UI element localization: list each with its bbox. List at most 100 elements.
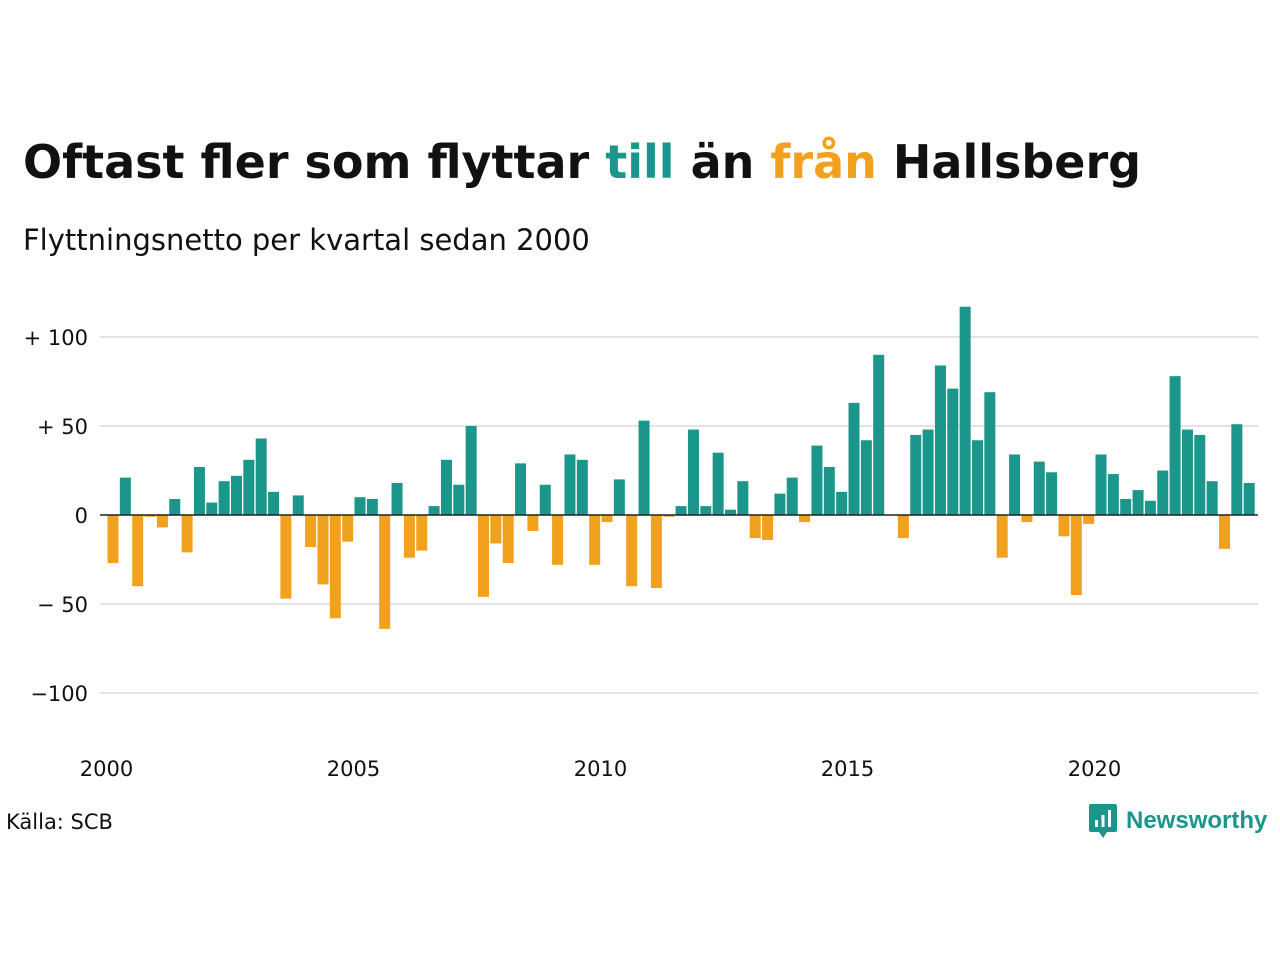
bar (1157, 470, 1169, 515)
bar (626, 515, 638, 587)
bar (737, 481, 749, 515)
bar (440, 459, 452, 515)
bar (1095, 454, 1107, 515)
bar (972, 440, 983, 515)
y-tick-label: −100 (30, 682, 88, 706)
bar (984, 392, 996, 515)
bar (181, 515, 193, 553)
bar (848, 402, 860, 515)
bar (552, 515, 564, 565)
source-note: Källa: SCB (6, 810, 113, 834)
bar (799, 515, 811, 523)
title-highlight-till: till (605, 135, 675, 189)
bar (391, 482, 403, 515)
bar (762, 515, 774, 540)
bar (403, 515, 415, 558)
bar (1206, 481, 1218, 515)
bar (317, 515, 329, 585)
bar (305, 515, 317, 548)
bar (132, 515, 144, 587)
bar (478, 515, 489, 597)
bar (453, 484, 465, 515)
bar (1033, 461, 1045, 515)
bar (1009, 454, 1021, 515)
bar (193, 466, 205, 515)
bar (786, 477, 798, 515)
bar (292, 495, 304, 515)
bar (1083, 515, 1095, 524)
bar (428, 506, 440, 515)
bar (1132, 490, 1144, 515)
bar (1070, 515, 1082, 596)
bar (354, 497, 366, 515)
bar (515, 463, 527, 515)
bar (1058, 515, 1070, 537)
x-tick-label: 2010 (574, 757, 627, 781)
title-part-3: Hallsberg (876, 135, 1142, 189)
bar (687, 429, 699, 515)
bar (589, 515, 601, 565)
bar (156, 515, 168, 528)
bar (910, 434, 922, 515)
title-part-2: än (674, 135, 771, 189)
newsworthy-logo: Newsworthy (1088, 803, 1267, 839)
bar (1243, 482, 1255, 515)
bar (996, 515, 1008, 558)
bar (119, 477, 131, 515)
bar (379, 515, 391, 629)
bar (638, 420, 650, 515)
gridlines (100, 336, 1258, 694)
bar (836, 491, 848, 515)
bar (280, 515, 292, 599)
bar (576, 459, 588, 515)
bar (811, 445, 823, 515)
chart-title: Oftast fler som flyttar till än från Hal… (23, 132, 1141, 192)
bar (564, 454, 576, 515)
x-tick-label: 2000 (80, 757, 133, 781)
bar (231, 475, 242, 515)
bars (107, 306, 1255, 629)
bar (1144, 500, 1156, 515)
bar (1194, 434, 1206, 515)
newsworthy-logo-text: Newsworthy (1126, 807, 1268, 834)
title-highlight-fran: från (770, 135, 877, 189)
bar (897, 515, 909, 539)
bar (774, 493, 786, 515)
bar (1120, 498, 1132, 515)
bar (663, 515, 675, 517)
bar (712, 452, 724, 515)
bar (1231, 424, 1243, 515)
title-part-1: Oftast fler som flyttar (23, 135, 606, 189)
bar (613, 479, 625, 515)
bar (107, 515, 119, 564)
bar (1046, 472, 1058, 515)
bar (243, 459, 255, 515)
bar (342, 515, 354, 542)
bar (860, 440, 872, 515)
bar (1021, 515, 1033, 523)
bar (490, 515, 502, 544)
bar (527, 515, 539, 532)
x-tick-label: 2015 (821, 757, 874, 781)
bar (1107, 474, 1119, 515)
bar (700, 506, 712, 515)
bar (650, 515, 662, 588)
y-axis-tick-labels: + 100 + 50 0 − 50 −100 (24, 326, 88, 706)
bar (1219, 515, 1230, 549)
bar (873, 354, 885, 515)
bar (329, 515, 341, 619)
y-tick-label: + 100 (24, 326, 88, 350)
bar (934, 365, 946, 515)
bar (169, 498, 181, 515)
bar (465, 426, 477, 515)
bar (502, 515, 514, 564)
bar (144, 515, 156, 517)
bar (725, 509, 736, 515)
bar (539, 484, 551, 515)
bar (823, 466, 835, 515)
bar (959, 306, 971, 515)
bar (1169, 376, 1181, 515)
y-tick-label: 0 (75, 504, 88, 528)
bar (1181, 429, 1193, 515)
